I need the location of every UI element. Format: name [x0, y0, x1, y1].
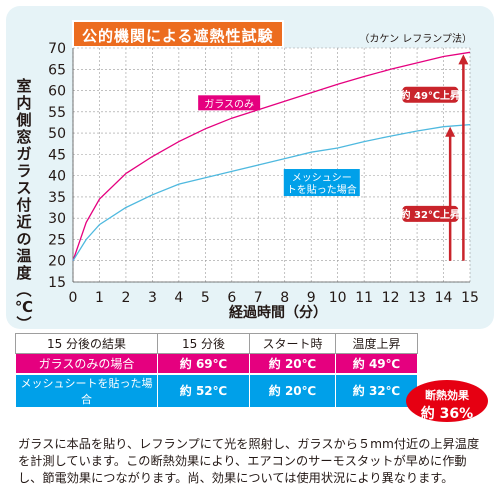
results-cell-start: 約 20℃	[249, 353, 336, 374]
y-axis-label-char: 度	[16, 264, 32, 282]
results-row-label: メッシュシートを貼った場合	[15, 372, 158, 408]
y-tick-label: 50	[48, 126, 66, 142]
x-tick-label: 13	[408, 290, 426, 306]
y-axis-label-char: 温	[16, 247, 32, 265]
x-tick-label: 12	[382, 290, 400, 306]
annotation-mesh-rise-bg	[402, 205, 459, 222]
y-axis-label-char: 側	[16, 111, 32, 129]
annotation-glass-rise-bg	[402, 86, 459, 103]
y-tick-label: 20	[48, 254, 66, 270]
rise-arrow-mesh-head	[445, 126, 456, 137]
series-label-bg-glass	[198, 95, 261, 111]
results-header-row: 15 分後の結果 15 分後 スタート時 温度上昇	[15, 333, 418, 354]
results-cell-after15: 約 52℃	[157, 372, 250, 408]
results-header-cell: 温度上昇	[335, 333, 418, 354]
x-tick-label: 10	[329, 290, 347, 306]
plot-area	[73, 48, 470, 282]
results-row-label: ガラスのみの場合	[15, 353, 158, 374]
y-axis-label: 室内側窓ガラス付近の温度 ︵ ℃ ︶	[14, 78, 34, 333]
y-axis-label-char: 近	[16, 213, 32, 231]
x-tick-label: 5	[201, 290, 210, 306]
results-cell-after15: 約 69℃	[157, 353, 250, 374]
y-tick-label: 15	[48, 275, 66, 291]
series-line-mesh	[72, 123, 471, 262]
x-tick-label: 7	[254, 290, 263, 306]
x-tick-label: 6	[227, 290, 236, 306]
x-tick-label: 0	[69, 290, 78, 306]
x-tick-label: 2	[121, 290, 130, 306]
badge-label: 断熱効果	[425, 389, 469, 402]
y-tick-label: 45	[48, 147, 66, 163]
series-label-bg-mesh	[283, 169, 360, 197]
method-note: （カケン レフランプ法）	[359, 34, 472, 45]
results-cell-rise: 約 49℃	[335, 353, 418, 374]
chart-title: 公的機関による遮熱性試験	[72, 20, 284, 48]
rise-arrow-glass-head	[458, 54, 469, 65]
results-header-cell: 15 分後の結果	[15, 333, 158, 354]
results-header-cell: スタート時	[249, 333, 336, 354]
x-tick-label: 3	[148, 290, 157, 306]
x-tick-label: 15	[461, 290, 479, 306]
insulation-effect-badge: 断熱効果 約 36%	[406, 380, 488, 422]
series-label-mesh: トを貼った場合	[287, 183, 357, 196]
y-axis-label-char: 内	[16, 94, 32, 112]
annotation-mesh-rise: 約 32℃上昇	[401, 208, 461, 221]
x-tick-label: 9	[307, 290, 316, 306]
results-row-mesh: メッシュシートを貼った場合 約 52℃ 約 20℃ 約 32℃	[15, 372, 418, 408]
results-header-cell: 15 分後	[157, 333, 250, 354]
y-tick-label: 25	[48, 232, 66, 248]
series-label-glass: ガラスのみ	[204, 98, 254, 110]
x-tick-label: 11	[355, 290, 373, 306]
y-axis-label-char: 窓	[16, 128, 32, 146]
y-tick-label: 70	[48, 41, 66, 57]
badge-value: 約 36%	[420, 406, 474, 422]
y-axis-label-char: ︵	[16, 281, 32, 299]
x-tick-label: 14	[435, 290, 453, 306]
results-row-glass: ガラスのみの場合 約 69℃ 約 20℃ 約 49℃	[15, 353, 418, 374]
y-axis-label-char: 付	[16, 196, 32, 214]
x-tick-label: 4	[174, 290, 183, 306]
y-axis-label-char: ラ	[16, 162, 32, 180]
y-tick-label: 30	[48, 211, 66, 227]
x-tick-label: 1	[95, 290, 104, 306]
x-tick-label: 8	[280, 290, 289, 306]
results-cell-rise: 約 32℃	[335, 372, 418, 408]
x-axis-label: 経過時間（分）	[229, 305, 327, 321]
y-axis-label-char: ガ	[16, 145, 32, 163]
y-axis-label-char: の	[16, 230, 32, 248]
y-tick-label: 35	[48, 190, 66, 206]
y-tick-label: 55	[48, 105, 66, 121]
y-tick-label: 65	[48, 62, 66, 78]
y-axis-label-char: 室	[16, 77, 32, 95]
results-cell-start: 約 20℃	[249, 372, 336, 408]
series-label-mesh: メッシュシー	[292, 173, 352, 184]
y-tick-label: 40	[48, 169, 66, 185]
y-axis-label-char: ス	[16, 179, 32, 197]
footnote: ガラスに本品を貼り、レフランプにて光を照射し、ガラスから５mm付近の上昇温度を計…	[18, 437, 480, 485]
y-axis-label-char: ︶	[16, 315, 32, 333]
annotation-glass-rise: 約 49℃上昇	[401, 89, 461, 102]
y-tick-label: 60	[48, 84, 66, 100]
y-axis-label-char: ℃	[14, 298, 34, 316]
results-table: 15 分後の結果 15 分後 スタート時 温度上昇 ガラスのみの場合 約 69℃…	[15, 333, 418, 408]
